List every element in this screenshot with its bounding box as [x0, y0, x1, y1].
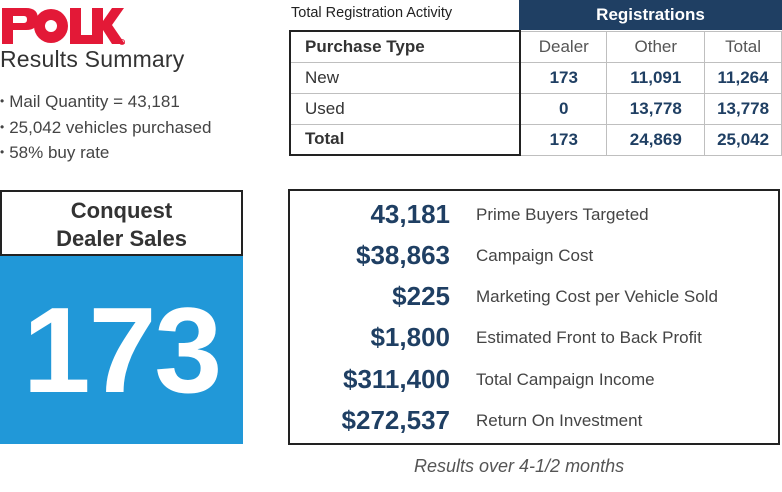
column-header-purchase-type: Purchase Type — [288, 30, 522, 63]
metric-row: $272,537 Return On Investment — [290, 400, 778, 441]
row-total: 25,042 — [704, 123, 782, 156]
summary-bullet: • 25,042 vehicles purchased — [0, 116, 211, 142]
row-other: 11,091 — [606, 61, 706, 94]
metric-row: $225 Marketing Cost per Vehicle Sold — [290, 276, 778, 317]
conquest-value: 173 — [22, 282, 223, 418]
metrics-panel: 43,181 Prime Buyers Targeted $38,863 Cam… — [288, 189, 780, 445]
metric-value: $225 — [392, 281, 450, 311]
summary-bullet: • 58% buy rate — [0, 141, 211, 167]
summary-bullet-list: • Mail Quantity = 43,181 • 25,042 vehicles… — [0, 90, 211, 167]
row-type: New — [288, 61, 522, 94]
registrations-table: Purchase Type Dealer Other Total New 173… — [288, 30, 782, 156]
metric-label: Prime Buyers Targeted — [476, 205, 649, 224]
conquest-dealer-sales-title: Conquest Dealer Sales — [0, 190, 243, 256]
table-row: New 173 11,091 11,264 — [288, 61, 782, 94]
metric-value: $38,863 — [356, 240, 450, 270]
metric-row: $311,400 Total Campaign Income — [290, 359, 778, 400]
metric-row: 43,181 Prime Buyers Targeted — [290, 194, 778, 235]
table-row-total: Total 173 24,869 25,042 — [288, 123, 782, 156]
polk-logo-mark: R — [2, 8, 126, 46]
row-other: 24,869 — [606, 123, 706, 156]
metric-value: $272,537 — [341, 405, 450, 435]
row-dealer: 173 — [519, 61, 608, 94]
registration-caption: Total Registration Activity — [291, 5, 453, 21]
metric-value: 43,181 — [370, 199, 450, 229]
row-total: 13,778 — [704, 92, 782, 125]
column-header-total: Total — [704, 30, 782, 63]
row-total: 11,264 — [704, 61, 782, 94]
table-header-row: Purchase Type Dealer Other Total — [288, 30, 782, 63]
table-row: Used 0 13,778 13,778 — [288, 92, 782, 125]
row-other: 13,778 — [606, 92, 706, 125]
svg-text:R: R — [121, 40, 124, 44]
metric-value: $1,800 — [370, 322, 450, 352]
row-dealer: 173 — [519, 123, 608, 156]
metric-label: Total Campaign Income — [476, 370, 655, 389]
column-header-dealer: Dealer — [519, 30, 608, 63]
conquest-title-line1: Conquest — [70, 198, 173, 223]
row-type: Used — [288, 92, 522, 125]
metric-label: Marketing Cost per Vehicle Sold — [476, 287, 718, 306]
summary-bullet-text: 58% buy rate — [9, 143, 110, 162]
results-footnote: Results over 4-1/2 months — [414, 456, 625, 476]
metric-label: Campaign Cost — [476, 246, 594, 265]
polk-logo: R — [0, 6, 126, 46]
row-dealer: 0 — [519, 92, 608, 125]
column-header-other: Other — [606, 30, 706, 63]
summary-bullet-text: 25,042 vehicles purchased — [9, 117, 212, 137]
conquest-title-line2: Dealer Sales — [56, 226, 187, 251]
conquest-value-panel: 173 — [0, 256, 243, 444]
results-summary-title: Results Summary — [0, 46, 185, 72]
summary-bullet: • Mail Quantity = 43,181 — [0, 90, 211, 116]
metric-row: $1,800 Estimated Front to Back Profit — [290, 317, 778, 358]
metric-row: $38,863 Campaign Cost — [290, 235, 778, 276]
bullet-dot-icon: • — [0, 119, 5, 134]
metric-label: Estimated Front to Back Profit — [476, 328, 702, 347]
metric-label: Return On Investment — [476, 411, 643, 430]
bullet-dot-icon: • — [0, 94, 5, 108]
row-type: Total — [288, 123, 522, 156]
metric-value: $311,400 — [342, 364, 450, 394]
summary-bullet-text: Mail Quantity = 43,181 — [9, 92, 180, 111]
registrations-header: Registrations — [519, 0, 782, 30]
bullet-dot-icon: • — [0, 145, 5, 159]
